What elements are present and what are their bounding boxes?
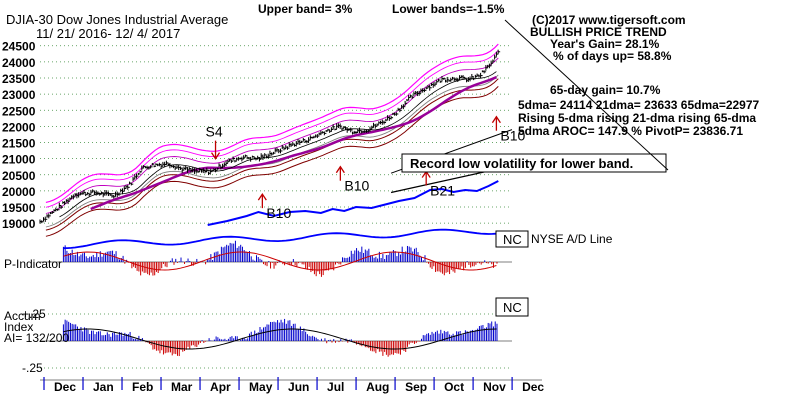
y-tick-label: 19500 [2,201,36,215]
dma-line: 5dma= 24114 21dma= 23633 65dma=22977 [518,98,760,112]
y-tick-label: 22000 [2,120,36,134]
accum-ma-line [63,328,497,350]
nc-label-2: NC [503,300,522,315]
ma65-line [90,76,497,211]
month-label: May [249,380,273,394]
y-tick-labels: 24500 24000 23500 23000 22500 22000 21500 21000… [2,40,36,231]
years-gain: Year's Gain= 28.1% [550,37,660,51]
chart-title: DJIA-30 Dow Jones Industrial Average [6,12,228,27]
signals: S4 B10 B10 B21 B10 [206,115,526,221]
ad-line-path [207,180,499,226]
y-tick-label: 21000 [2,153,36,167]
accum-plus-label: +.25 [22,307,46,321]
y-tick-label: 23000 [2,88,36,102]
index-label: Index [4,320,33,334]
price-grid [40,45,512,224]
gain-65day: 65-day gain= 10.7% [550,83,661,97]
annotation-pointer [504,19,669,171]
signal-arrow-head [210,152,221,160]
signal-label: B10 [500,128,525,144]
nc-box-2 [495,297,529,317]
y-tick-label: 23500 [2,72,36,86]
month-label: Mar [171,380,193,394]
annotation-text: Record low volatility for lower band. [410,156,633,171]
y-tick-label: 24000 [2,56,36,70]
ad-line [207,180,499,226]
month-label: Apr [210,380,231,394]
p-ma-line [63,251,497,271]
lower-bands-label: Lower bands=-1.5% [392,2,505,16]
ai-label: AI= 132/200 [4,331,69,345]
signal-arrow-head [335,165,345,174]
month-label: Feb [132,380,153,394]
band-line [45,74,499,228]
month-label: Sep [405,380,427,394]
signal-label: B10 [266,205,291,221]
y-tick-label: 21500 [2,137,36,151]
annotation-box [401,153,667,173]
signal-label: S4 [206,124,223,140]
y-tick-label: 22500 [2,104,36,118]
nyse-ad-line [63,228,497,250]
date-range: 11/ 21/ 2016- 12/ 4/ 2017 [36,26,180,41]
month-label: Jun [288,380,309,394]
aroc-line: 5dma AROC= 147.9 % PivotP= 23836.71 [518,124,743,138]
month-label: Jul [327,380,344,394]
month-label: Dec [522,380,544,394]
p-indicator-panel [40,228,512,277]
ma21-line [59,71,497,218]
nc-label-1: NC [503,232,522,247]
nc-box-1 [495,230,529,248]
signal-label: B21 [430,183,455,199]
ad-line-label: NYSE A/D Line [531,232,613,246]
rising-line: Rising 5-dma rising 21-dma rising 65-dma [518,111,756,125]
y-tick-label: 24500 [2,40,36,54]
upper-band-label: Upper band= 3% [258,2,353,16]
signal-arrow-head [491,115,501,124]
month-label: Oct [444,380,464,394]
accum-panel [40,313,512,369]
month-axis: Dec Jan Feb Mar Apr May Jun Jul Aug Sep Oct Nov Dec [40,377,544,394]
band-line [45,78,499,231]
band-line [45,49,499,208]
month-label: Jan [93,380,114,394]
accum-minus-label: -.25 [22,361,43,375]
price-bars [39,49,501,224]
month-label: Nov [483,380,506,394]
month-label: Dec [54,380,76,394]
p-indicator-label: P-Indicator [4,257,62,271]
band-line [45,43,499,203]
y-tick-label: 19000 [2,217,36,231]
signal-label: B10 [344,178,369,194]
trend-label: BULLISH PRICE TREND [530,25,667,39]
pct-days-up: % of days up= 58.8% [553,49,672,63]
accum-label: Accum [4,309,41,323]
y-tick-label: 20500 [2,169,36,183]
signal-arrow-head [257,192,267,201]
month-label: Aug [366,380,389,394]
copyright: (C)2017 www.tigersoft.com [532,13,686,27]
y-tick-label: 20000 [2,185,36,199]
